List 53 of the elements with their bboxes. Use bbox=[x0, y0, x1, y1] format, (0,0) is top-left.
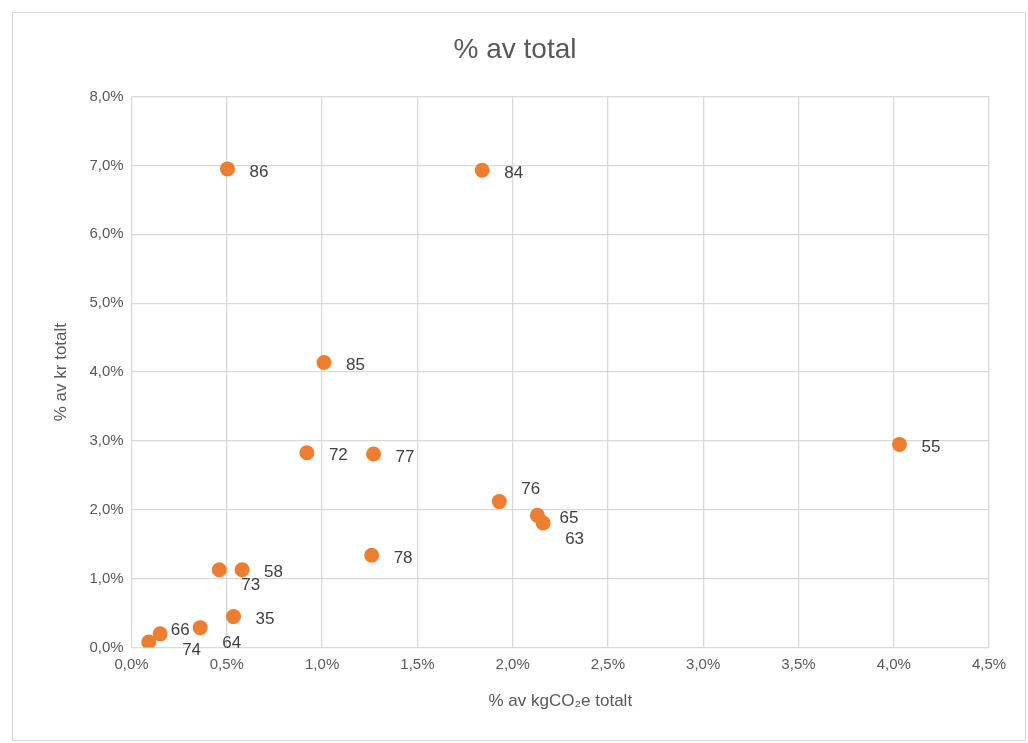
y-tick-label: 5,0% bbox=[89, 293, 124, 311]
point bbox=[192, 620, 208, 636]
annotation: 86 bbox=[249, 161, 269, 181]
annotation: 55 bbox=[921, 437, 941, 457]
x-tick-label: 2,5% bbox=[590, 654, 626, 672]
y-axis-title: % av kr totalt bbox=[50, 322, 70, 422]
x-tick-label: 1,0% bbox=[305, 654, 340, 672]
point bbox=[366, 446, 382, 462]
y-tick-label: 8,0% bbox=[89, 86, 124, 104]
y-tick-label: 1,0% bbox=[89, 568, 124, 586]
annotation: 72 bbox=[328, 445, 348, 465]
x-tick-label: 4,5% bbox=[971, 654, 1007, 672]
point bbox=[364, 547, 380, 563]
x-tick-label: 3,0% bbox=[686, 654, 721, 672]
point bbox=[211, 562, 227, 578]
y-tick-label: 4,0% bbox=[89, 362, 124, 380]
annotation: 35 bbox=[255, 609, 275, 629]
point bbox=[219, 161, 235, 177]
annotation: 77 bbox=[395, 446, 415, 466]
y-tick-label: 7,0% bbox=[89, 155, 124, 173]
y-tick-label: 6,0% bbox=[89, 224, 124, 242]
x-tick-label: 0,5% bbox=[209, 654, 244, 672]
y-tick-label: 3,0% bbox=[89, 431, 124, 449]
chart-title: % av total bbox=[453, 32, 577, 64]
y-tick-label: 0,0% bbox=[89, 637, 124, 655]
annotation: 74 bbox=[182, 639, 202, 659]
point bbox=[141, 634, 157, 648]
point bbox=[535, 515, 551, 531]
annotation: 73 bbox=[241, 575, 261, 595]
point bbox=[474, 162, 490, 178]
annotation: 78 bbox=[393, 547, 413, 567]
annotation: 85 bbox=[346, 355, 365, 375]
x-tick-label: 2,0% bbox=[495, 654, 530, 672]
annotation: 58 bbox=[264, 562, 284, 582]
point bbox=[316, 354, 332, 370]
point bbox=[299, 445, 315, 461]
annotation: 64 bbox=[222, 633, 242, 653]
point bbox=[491, 494, 507, 510]
point bbox=[226, 609, 242, 625]
point bbox=[234, 562, 250, 578]
annotation: 65 bbox=[559, 508, 579, 528]
annotation: 76 bbox=[521, 479, 541, 499]
annotation: 63 bbox=[565, 528, 585, 548]
x-axis-title: % av kgCO₂e totalt bbox=[488, 691, 633, 711]
point bbox=[152, 626, 168, 642]
y-tick-label: 2,0% bbox=[89, 499, 124, 517]
x-tick-label: 0,0% bbox=[114, 654, 149, 672]
annotation: 84 bbox=[504, 162, 524, 182]
x-tick-label: 1,5% bbox=[400, 654, 435, 672]
x-tick-label: 4,0% bbox=[876, 654, 911, 672]
x-tick-label: 3,5% bbox=[781, 654, 816, 672]
point bbox=[891, 436, 907, 452]
annotation: 66 bbox=[170, 619, 190, 639]
